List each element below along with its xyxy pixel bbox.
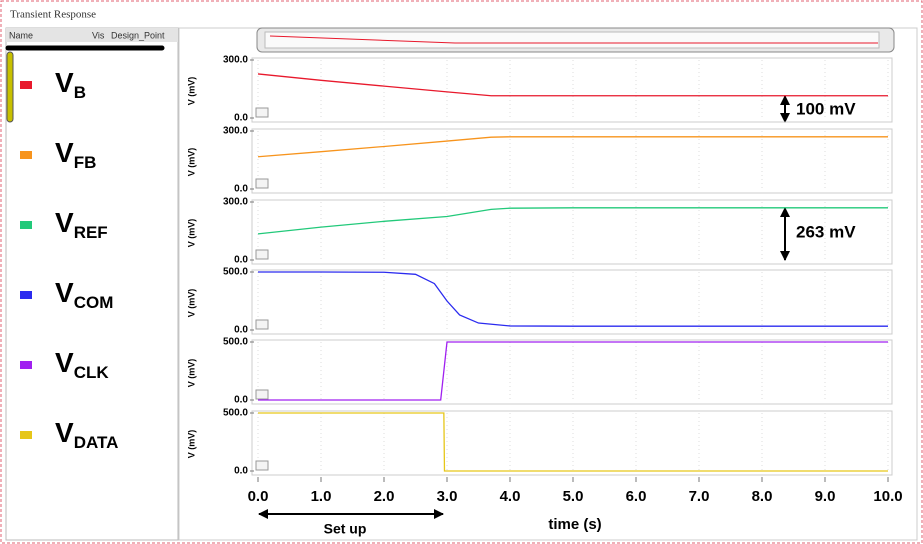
x-tick-label: 1.0 (311, 488, 332, 505)
annotation: 100 mV (796, 99, 856, 118)
y-tick-label: 500.0 (223, 337, 248, 348)
legend-name: V (55, 417, 74, 448)
overview-trace (269, 35, 878, 44)
trace (257, 207, 888, 235)
legend-swatch (20, 291, 32, 299)
legend-label: VB (55, 67, 86, 102)
legend-name: V (55, 277, 74, 308)
legend-swatch (20, 431, 32, 439)
legend-subscript: REF (74, 223, 108, 242)
legend-swatch (20, 361, 32, 369)
legend-label: VCOM (55, 277, 113, 312)
column-design-point: Design_Point (111, 30, 165, 40)
y-tick-label: 0.0 (234, 395, 248, 406)
column-name: Name (9, 30, 33, 40)
y-axis-label: V (mV) (186, 148, 196, 177)
window-title: Transient Response (10, 9, 96, 21)
expand-button (255, 460, 269, 471)
panel (251, 269, 893, 335)
panel (251, 410, 893, 476)
overview-window[interactable] (264, 31, 880, 49)
trace (257, 136, 888, 158)
y-axis-label: V (mV) (186, 77, 196, 106)
panel (251, 339, 893, 405)
expand-button (255, 107, 269, 118)
legend-subscript: B (74, 83, 86, 102)
expand-button (255, 319, 269, 330)
y-tick-label: 0.0 (234, 466, 248, 477)
legend-name: V (55, 137, 74, 168)
x-tick-label: 7.0 (689, 488, 710, 505)
y-tick-label: 500.0 (223, 408, 248, 419)
legend-label: VFB (55, 137, 96, 172)
y-tick-label: 0.0 (234, 325, 248, 336)
x-tick-label: 0.0 (248, 488, 269, 505)
trace (258, 271, 888, 327)
expand-button (255, 249, 269, 260)
x-tick-label: 3.0 (437, 488, 458, 505)
annotation: Set up (324, 521, 367, 537)
expand-button (255, 178, 269, 189)
y-tick-label: 0.0 (234, 113, 248, 124)
legend-swatch (20, 81, 32, 89)
y-tick-label: 0.0 (234, 184, 248, 195)
legend-name: V (55, 67, 74, 98)
legend-swatch (20, 151, 32, 159)
legend-panel (5, 27, 179, 541)
trace (257, 73, 888, 97)
x-axis-label: time (s) (548, 516, 601, 533)
y-tick-label: 300.0 (223, 55, 248, 66)
legend-label: VCLK (55, 347, 109, 382)
legend-subscript: CLK (74, 363, 110, 382)
y-tick-label: 0.0 (234, 255, 248, 266)
annotation: 263 mV (796, 222, 856, 241)
panel (251, 57, 893, 123)
column-header (6, 28, 178, 42)
y-tick-label: 500.0 (223, 267, 248, 278)
legend-subscript: FB (74, 153, 97, 172)
legend-subscript: COM (74, 293, 114, 312)
expand-button (255, 389, 269, 400)
y-axis-label: V (mV) (186, 430, 196, 459)
panel (251, 128, 893, 194)
y-axis-label: V (mV) (186, 359, 196, 388)
y-tick-label: 300.0 (223, 126, 248, 137)
x-tick-label: 2.0 (374, 488, 395, 505)
y-axis-label: V (mV) (186, 219, 196, 248)
panel (251, 199, 893, 265)
legend-label: VDATA (55, 417, 118, 452)
trace (258, 341, 888, 401)
column-vis: Vis (92, 30, 105, 40)
legend-swatch (20, 221, 32, 229)
y-axis-label: V (mV) (186, 289, 196, 318)
y-tick-label: 300.0 (223, 197, 248, 208)
trace (258, 412, 888, 472)
legend-label: VREF (55, 207, 108, 242)
legend-name: V (55, 347, 74, 378)
x-tick-label: 9.0 (815, 488, 836, 505)
x-tick-label: 6.0 (626, 488, 647, 505)
x-tick-label: 4.0 (500, 488, 521, 505)
x-tick-label: 5.0 (563, 488, 584, 505)
scroll-indicator (6, 51, 14, 123)
x-tick-label: 10.0 (873, 488, 902, 505)
legend-name: V (55, 207, 74, 238)
x-tick-label: 8.0 (752, 488, 773, 505)
legend-subscript: DATA (74, 433, 119, 452)
